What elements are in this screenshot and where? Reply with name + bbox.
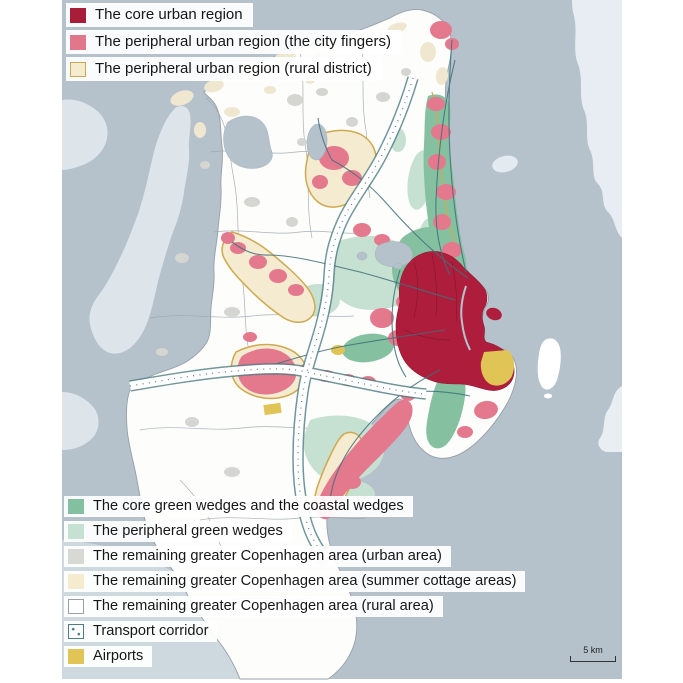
legend-item-rural-district: The peripheral urban region (rural distr… [66,57,382,81]
harbour-water [460,285,471,351]
legend-item-city-fingers: The peripheral urban region (the city fi… [66,30,401,54]
esrum-lake [306,123,328,161]
legend-label: The remaining greater Copenhagen area (u… [93,548,442,564]
ven-island [492,155,518,173]
legend-item-core-green-wedges: The core green wedges and the coastal we… [64,496,413,517]
legend-item-remaining-rural: The remaining greater Copenhagen area (r… [64,596,443,617]
airports-swatch [68,649,84,664]
legend-bottom: The core green wedges and the coastal we… [64,496,526,671]
lakes [223,115,413,270]
airports [263,345,515,416]
legend-label: The peripheral urban region (rural distr… [95,60,372,77]
peripheral-green-swatch [68,524,84,539]
transport-corridor-swatch [68,624,84,639]
sweden-landmass [492,0,622,452]
legend-label: The peripheral green wedges [93,523,283,539]
legend-item-airports: Airports [64,646,153,667]
kastrup-airport [480,350,515,386]
roskilde-airport [263,402,282,416]
legend-label: Transport corridor [93,623,209,639]
scale-bar: 5 km [570,645,616,662]
remaining-urban-swatch [68,549,84,564]
legend-item-transport-corridor: Transport corridor [64,621,218,642]
legend-label: The core green wedges and the coastal we… [93,498,404,514]
legend-top: The core urban region The peripheral urb… [66,3,401,84]
outside-region-land [62,99,191,450]
core-inner-boundaries [403,253,458,341]
legend-label: The core urban region [95,6,243,23]
remaining-rural-swatch [68,599,84,614]
city-fingers-swatch [70,34,86,50]
furesoe-lake [375,241,413,267]
saltholm-island [537,338,561,399]
summer-cottage-swatch [68,574,84,589]
rural-district-swatch [70,61,86,77]
legend-item-peripheral-green-wedges: The peripheral green wedges [64,521,292,542]
airfield [331,345,345,355]
legend-label: Airports [93,648,144,664]
core-green-swatch [68,499,84,514]
arresoe-lake [223,115,273,169]
legend-label: The remaining greater Copenhagen area (s… [93,573,517,589]
legend-label: The peripheral urban region (the city fi… [95,33,391,50]
legend-item-remaining-summer-cottage: The remaining greater Copenhagen area (s… [64,571,526,592]
core-urban-swatch [70,7,86,23]
legend-item-core-urban: The core urban region [66,3,253,27]
scale-line [570,656,616,662]
hornsherred-peninsula [89,106,191,354]
roads [231,39,471,507]
scale-label: 5 km [583,645,603,655]
legend-item-remaining-urban: The remaining greater Copenhagen area (u… [64,546,451,567]
legend-label: The remaining greater Copenhagen area (r… [93,598,434,614]
